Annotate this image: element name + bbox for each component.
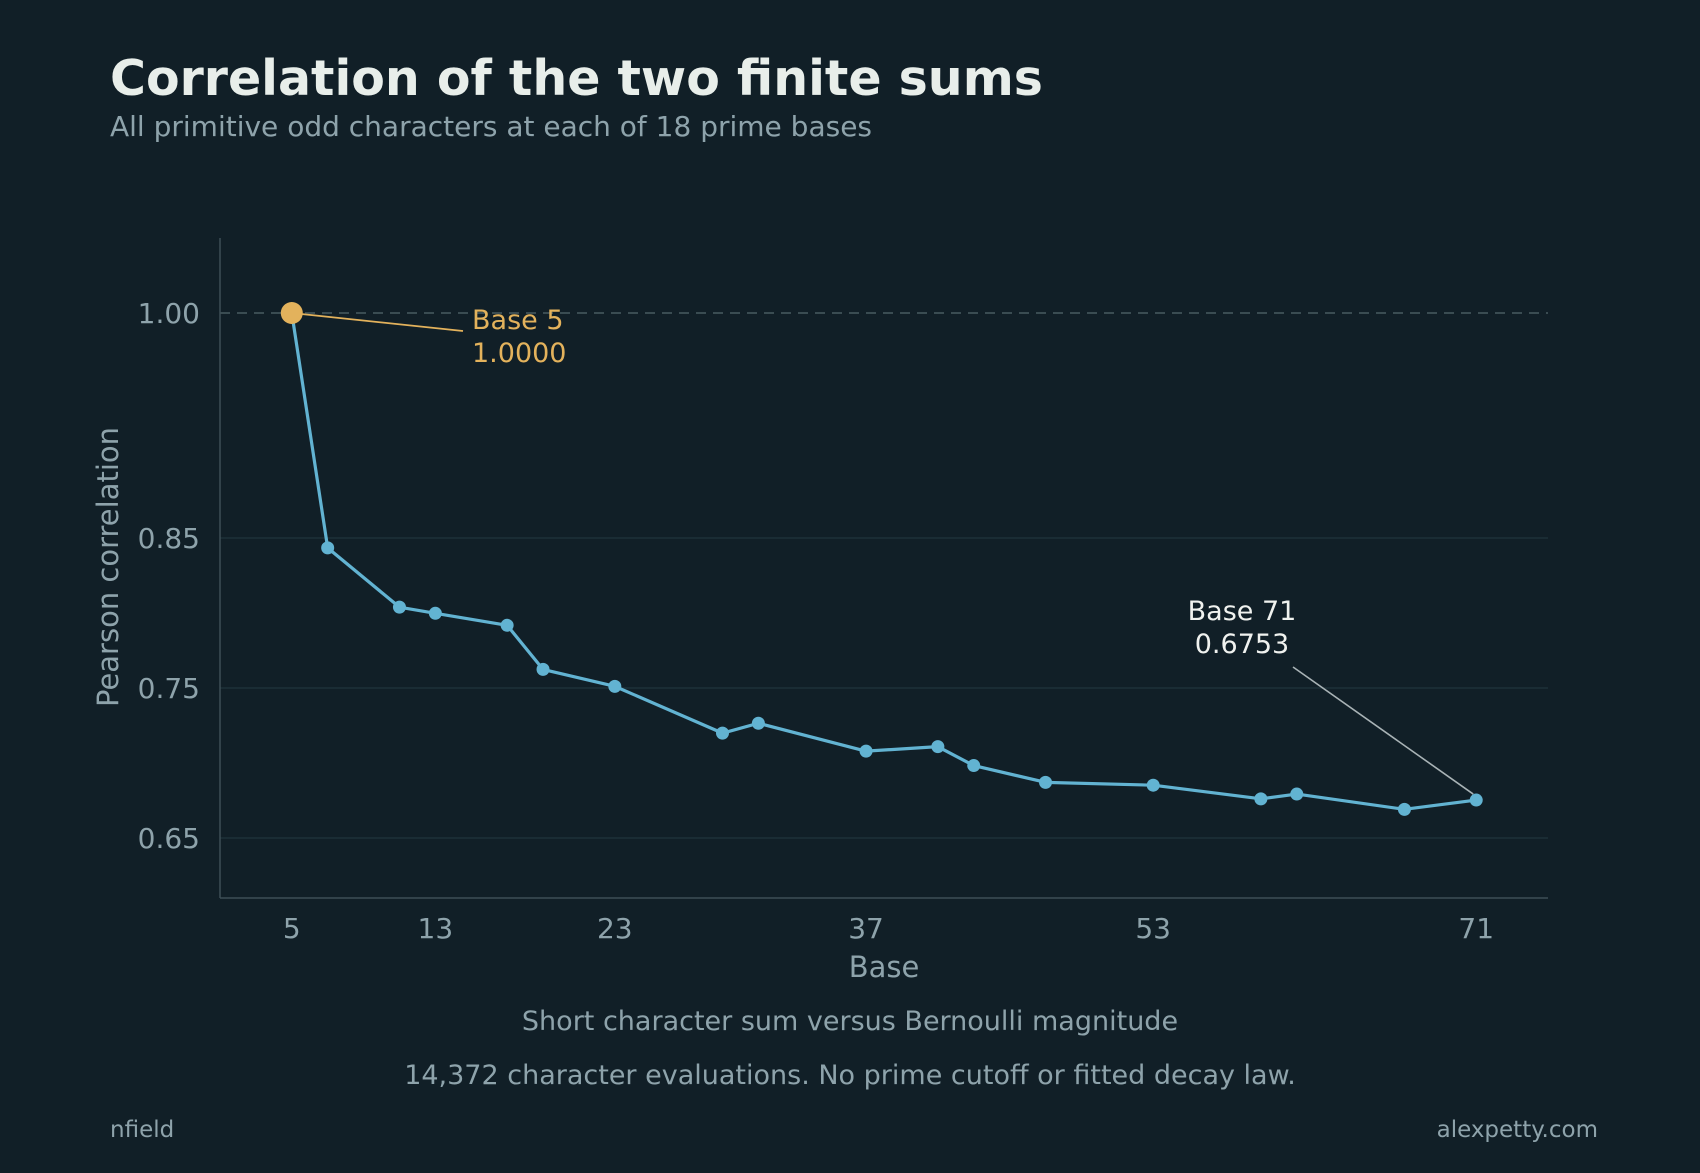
data-point [1146, 778, 1160, 792]
footer-left: nfield [110, 1117, 175, 1143]
x-axis-label: Base [849, 950, 920, 984]
y-tick-label: 0.85 [138, 522, 200, 555]
chart-subtitle: All primitive odd characters at each of … [110, 110, 873, 143]
annotation-leader-line [291, 312, 464, 332]
annotation-value: 0.6753 [1195, 629, 1289, 660]
annotation-label: Base 71 [1188, 596, 1297, 627]
data-point [608, 679, 622, 693]
caption-line-2: 14,372 character evaluations. No prime c… [404, 1060, 1296, 1091]
highlighted-point [280, 302, 303, 324]
footer-right: alexpetty.com [1436, 1117, 1598, 1143]
annotation-leader-line [1292, 666, 1474, 795]
y-tick-label: 0.65 [138, 822, 200, 855]
y-tick-label: 1.00 [138, 297, 200, 330]
data-point [1290, 787, 1304, 801]
x-tick-label: 23 [597, 912, 633, 945]
data-point [321, 541, 335, 555]
data-point [500, 618, 514, 632]
data-point [715, 726, 729, 740]
data-point [1254, 792, 1268, 806]
data-point [536, 662, 550, 676]
data-point [1039, 775, 1053, 789]
data-point [1469, 793, 1483, 807]
x-tick-label: 37 [848, 912, 884, 945]
x-tick-label: 5 [283, 912, 301, 945]
annotation-value: 1.0000 [472, 338, 566, 369]
data-point [392, 600, 406, 614]
data-point [1397, 802, 1411, 816]
x-tick-label: 71 [1458, 912, 1494, 945]
data-point [931, 740, 945, 754]
data-point [751, 716, 765, 730]
y-tick-label: 0.75 [138, 672, 200, 705]
annotation-label: Base 5 [472, 305, 564, 336]
data-point [967, 759, 981, 773]
x-tick-label: 53 [1135, 912, 1171, 945]
data-point [859, 744, 873, 758]
data-point [428, 606, 442, 620]
series-line [290, 312, 1477, 811]
y-axis-label: Pearson correlation [91, 427, 125, 707]
line-chart: 0.65 0.75 0.85 1.00 5 13 23 37 53 71 Base Pearson c… [91, 238, 1548, 984]
x-tick-label: 13 [418, 912, 454, 945]
caption-line-1: Short character sum versus Bernoulli mag… [521, 1006, 1179, 1037]
chart-title: Correlation of the two finite sums [110, 50, 1043, 107]
